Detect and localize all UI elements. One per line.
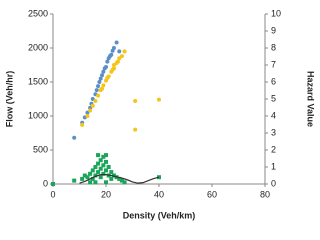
chart: Density (Veh/km) Flow (Veh/hr) Hazard Va…	[4, 8, 316, 220]
point	[101, 163, 106, 168]
point	[96, 170, 101, 175]
point	[93, 180, 98, 185]
point	[101, 69, 106, 74]
point	[104, 168, 108, 173]
point	[96, 153, 101, 158]
y-tick-label: 1500	[28, 76, 48, 86]
curve	[79, 174, 160, 184]
point	[51, 182, 55, 186]
point	[72, 178, 77, 183]
point	[82, 173, 87, 178]
point	[96, 93, 101, 98]
x-tick-label: 0	[50, 189, 55, 199]
y2-tick-label: 2	[271, 144, 276, 154]
y2-tick-label: 4	[271, 110, 276, 120]
point	[90, 103, 95, 108]
point	[80, 176, 85, 181]
point	[117, 176, 122, 181]
y2-axis-title: Hazard Value	[306, 71, 316, 127]
point	[85, 175, 90, 180]
point	[100, 73, 105, 78]
point	[93, 173, 98, 178]
y-axis-title: Flow (Veh/hr)	[4, 71, 14, 128]
x-tick-label: 20	[101, 189, 111, 199]
y-tick-label: 1000	[28, 110, 48, 120]
y2-tick-label: 10	[271, 8, 281, 18]
x-tick-label: 40	[154, 189, 164, 199]
point	[109, 52, 114, 57]
point	[101, 154, 106, 159]
point	[104, 180, 108, 185]
point	[90, 168, 95, 173]
point	[101, 83, 106, 88]
point	[133, 127, 138, 132]
y-tick-label: 2500	[28, 8, 48, 18]
point	[88, 108, 93, 113]
point	[114, 40, 119, 45]
point	[93, 165, 98, 169]
point	[80, 122, 85, 127]
point	[115, 59, 120, 64]
point	[122, 180, 127, 185]
y2-tick-label: 1	[271, 161, 276, 171]
point	[109, 170, 114, 175]
y-tick-label: 500	[33, 144, 48, 154]
y-tick-label: 2000	[28, 42, 48, 52]
point	[104, 159, 108, 164]
point	[104, 65, 108, 70]
x-tick-label: 80	[260, 189, 270, 199]
point	[106, 165, 111, 169]
point	[104, 153, 108, 158]
point	[106, 74, 111, 79]
point	[122, 49, 127, 54]
point	[97, 80, 102, 84]
point	[98, 175, 103, 180]
point	[98, 166, 103, 171]
point	[101, 171, 106, 176]
y2-tick-label: 5	[271, 93, 276, 103]
y2-tick-label: 7	[271, 59, 276, 69]
point	[133, 99, 138, 104]
point	[98, 76, 103, 81]
point	[72, 135, 77, 140]
y2-tick-label: 9	[271, 25, 276, 35]
y2-tick-label: 6	[271, 76, 276, 86]
y2-tick-label: 0	[271, 178, 276, 188]
point	[88, 171, 93, 176]
point	[111, 46, 116, 50]
point	[93, 99, 98, 104]
y2-tick-label: 8	[271, 42, 276, 52]
point	[111, 173, 116, 178]
point	[96, 84, 101, 89]
point	[90, 176, 95, 181]
point	[109, 176, 114, 181]
point	[88, 180, 93, 185]
point	[94, 88, 99, 93]
x-axis-title: Density (Veh/km)	[123, 210, 196, 220]
x-tick-label: 60	[207, 189, 217, 199]
point	[98, 158, 103, 163]
point	[105, 59, 110, 64]
point	[117, 49, 122, 54]
y-tick-label: 0	[43, 178, 48, 188]
point	[100, 86, 105, 91]
point	[119, 54, 124, 59]
point	[157, 97, 161, 102]
y2-tick-label: 3	[271, 127, 276, 137]
point	[111, 66, 116, 71]
point	[96, 161, 101, 166]
point	[119, 178, 124, 183]
point	[85, 114, 90, 118]
